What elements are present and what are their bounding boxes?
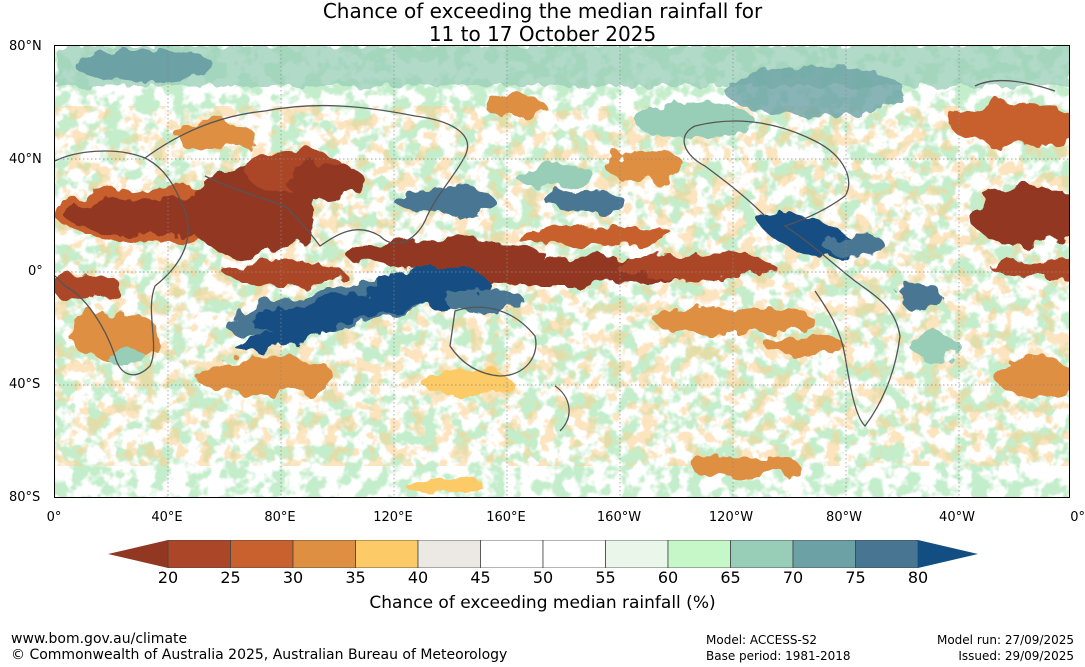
lat-label-40n: 40°N <box>9 152 42 167</box>
region-arctic-wet <box>55 46 1069 139</box>
colorbar-cell <box>417 540 481 568</box>
colorbar-tick-label: 70 <box>782 568 804 587</box>
colorbar-cell <box>355 540 419 568</box>
colorbar <box>108 540 978 568</box>
colorbar-tick-label: 50 <box>532 568 554 587</box>
lon-label-120e: 120°E <box>373 510 413 525</box>
lon-label-40w: 40°W <box>939 510 975 525</box>
lon-label-40e: 40°E <box>151 510 183 525</box>
footer-model: Model: ACCESS-S2 <box>706 633 818 647</box>
colorbar-label: Chance of exceeding median rainfall (%) <box>369 593 716 613</box>
rainfall-probability-map <box>54 45 1070 498</box>
colorbar-cell <box>480 540 544 568</box>
colorbar-tick-label: 30 <box>282 568 304 587</box>
colorbar-tick-label: 35 <box>345 568 366 587</box>
colorbar-cell <box>792 540 856 568</box>
colorbar-cell <box>167 540 231 568</box>
region-n-atlantic-dry <box>950 102 1069 276</box>
region-southern-ocean-dry <box>195 94 1069 494</box>
lat-label-0: 0° <box>28 264 43 279</box>
footer-copyright: © Commonwealth of Australia 2025, Austra… <box>11 647 508 663</box>
lon-label-80e: 80°E <box>264 510 296 525</box>
colorbar-tick-label: 40 <box>407 568 429 587</box>
footer-base-period: Base period: 1981-2018 <box>706 649 851 663</box>
lat-label-80s: 80°S <box>9 490 41 505</box>
colorbar-tick-label: 20 <box>157 568 179 587</box>
footer-website[interactable]: www.bom.gov.au/climate <box>11 631 188 647</box>
colorbar-cell <box>605 540 669 568</box>
colorbar-tick-label: 55 <box>595 568 616 587</box>
colorbar-tick-label: 25 <box>220 568 241 587</box>
graticule <box>55 46 1069 497</box>
colorbar-cell <box>292 540 356 568</box>
region-n-africa-arabia-dry <box>55 121 345 256</box>
lon-label-80w: 80°W <box>826 510 862 525</box>
region-east-asia-wet <box>395 164 625 215</box>
region-central-america-wet <box>757 210 885 262</box>
lat-label-40s: 40°S <box>9 377 41 392</box>
title-line-2: 11 to 17 October 2025 <box>428 22 657 46</box>
colorbar-cell <box>667 540 731 568</box>
lon-label-120w: 120°W <box>708 510 754 525</box>
colorbar-cell <box>730 540 794 568</box>
colorbar-low-arrow <box>108 540 168 568</box>
colorbar-high-arrow <box>918 540 978 568</box>
region-s-atlantic-wet <box>105 282 960 364</box>
colorbar-tick-label: 45 <box>470 568 491 587</box>
lon-label-160w: 160°W <box>596 510 642 525</box>
map-title: Chance of exceeding the median rainfall … <box>0 0 1085 46</box>
lon-label-0-west: 0° <box>46 510 62 525</box>
footer-model-run: Model run: 27/09/2025 <box>936 633 1074 647</box>
continent-outlines <box>55 79 1056 432</box>
colorbar-cell <box>230 540 294 568</box>
region-maritime-continent-wet <box>380 266 525 313</box>
footer-issued: Issued: 29/09/2025 <box>958 649 1074 663</box>
lon-label-0-east: 0° <box>1070 510 1085 525</box>
lon-label-160e: 160°E <box>486 510 526 525</box>
colorbar-cells <box>167 540 919 568</box>
colorbar-cell <box>542 540 606 568</box>
colorbar-tick-label: 80 <box>907 568 929 587</box>
colorbar-tick-label: 65 <box>720 568 741 587</box>
colorbar-tick-label: 60 <box>657 568 679 587</box>
colorbar-tick-label: 75 <box>845 568 866 587</box>
colorbar-cell <box>855 540 919 568</box>
lat-label-80n: 80°N <box>9 39 42 54</box>
region-west-asia-dry <box>55 163 365 361</box>
title-line-1: Chance of exceeding the median rainfall … <box>322 0 763 23</box>
map-svg <box>55 46 1069 497</box>
